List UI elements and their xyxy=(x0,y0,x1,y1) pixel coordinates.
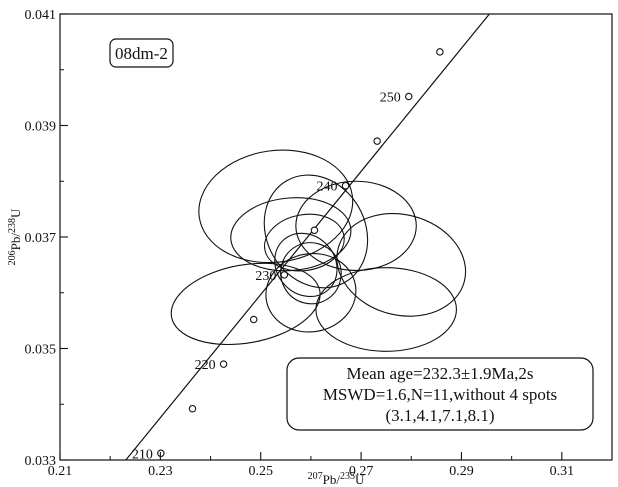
annotation-line-1: Mean age=232.3±1.9Ma,2s xyxy=(347,364,534,383)
error-ellipse-8 xyxy=(336,213,467,317)
age-marker-4 xyxy=(249,315,258,324)
annotation-line-3: (3.1,4.1,7.1,8.1) xyxy=(385,406,494,425)
error-ellipse-9 xyxy=(170,262,321,346)
y-tick-label-4: 0.039 xyxy=(25,120,57,135)
age-marker-8 xyxy=(373,137,381,145)
error-ellipse-4 xyxy=(274,232,338,298)
y-axis-label-text: 206Pb/238U xyxy=(7,208,23,265)
age-label-220: 220 xyxy=(195,358,216,373)
error-ellipse-1 xyxy=(198,149,354,264)
age-marker-2 xyxy=(188,404,197,413)
svg-text:207Pb/235U: 207Pb/235U xyxy=(308,471,365,487)
x-tick-label-2: 0.23 xyxy=(148,464,173,479)
error-ellipse-7 xyxy=(295,180,417,271)
axis-layer: 0.21 0.23 0.25 0.27 0.29 0.31 0.033 0.035 0.037 0… xyxy=(25,8,575,479)
x-tick-label-4: 0.27 xyxy=(349,464,374,479)
age-marker-7 xyxy=(341,181,350,190)
y-tick-label-1: 0.033 xyxy=(25,454,57,469)
plot-area xyxy=(125,14,491,460)
age-marker-10 xyxy=(436,48,444,56)
age-marker-5 xyxy=(280,271,289,279)
age-label-250: 250 xyxy=(380,91,401,106)
sample-label: 08dm-2 xyxy=(115,44,168,63)
error-ellipse-2 xyxy=(230,197,352,272)
sample-label-box: 08dm-2 xyxy=(109,38,174,68)
age-label-230: 230 xyxy=(255,269,276,284)
age-label-210: 210 xyxy=(132,447,153,462)
error-ellipse-11 xyxy=(265,252,357,333)
y-tick-label-3: 0.037 xyxy=(25,231,57,246)
age-marker-3 xyxy=(219,360,228,368)
error-ellipse-3 xyxy=(263,174,369,289)
x-tick-label-1: 0.21 xyxy=(48,464,73,479)
x-axis-label-text: 207Pb/235U xyxy=(308,471,365,487)
y-tick-label-2: 0.035 xyxy=(25,343,57,358)
x-axis-label: 207Pb/235U xyxy=(308,471,365,487)
error-ellipse-10 xyxy=(315,267,457,352)
sample-label-frame xyxy=(109,38,174,68)
x-tick-label-6: 0.31 xyxy=(550,464,575,479)
mean-age-annotation: Mean age=232.3±1.9Ma,2s MSWD=1.6,N=11,wi… xyxy=(286,357,594,431)
annotation-line-2: MSWD=1.6,N=11,without 4 spots xyxy=(323,385,557,404)
plot-layer: 210 220 230 240 250 xyxy=(125,14,491,462)
y-tick-label-5: 0.041 xyxy=(25,8,57,23)
age-marker-6 xyxy=(310,226,319,235)
x-tick-label-3: 0.25 xyxy=(248,464,273,479)
svg-text:206Pb/238U: 206Pb/238U xyxy=(7,208,23,265)
annotation-frame xyxy=(286,357,594,431)
age-marker-9 xyxy=(405,92,413,101)
x-tick-label-5: 0.29 xyxy=(449,464,474,479)
error-ellipse-5 xyxy=(264,213,345,272)
age-label-240: 240 xyxy=(317,180,338,195)
y-axis-label: 206Pb/238U xyxy=(7,208,23,265)
